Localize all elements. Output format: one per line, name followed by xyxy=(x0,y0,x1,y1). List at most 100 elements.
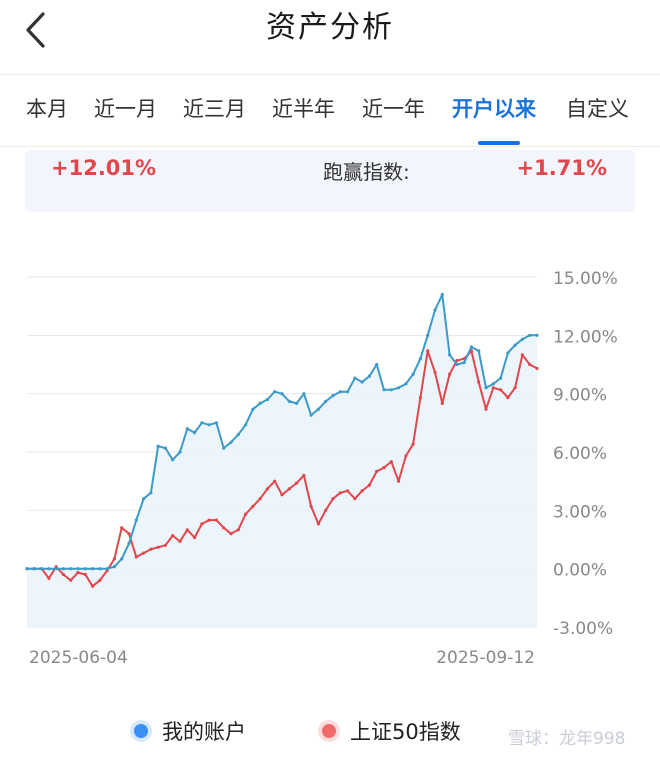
index-series-point xyxy=(127,532,131,536)
top-bar: 资产分析 xyxy=(0,0,660,75)
account-series-point xyxy=(54,567,58,571)
y-tick-label: 9.00% xyxy=(553,386,607,406)
account-series-point xyxy=(309,413,313,417)
index-series-point xyxy=(76,571,80,575)
account-series-point xyxy=(236,432,240,437)
account-series-point xyxy=(244,423,248,427)
account-series-point xyxy=(178,450,182,454)
chart-legend: 我的账户 上证50指数 xyxy=(0,716,660,756)
index-series-point xyxy=(178,539,182,543)
tab-half-year[interactable]: 近半年 xyxy=(272,97,335,121)
account-series-point xyxy=(302,392,306,396)
account-series-point xyxy=(32,567,36,571)
index-series-point xyxy=(353,497,357,501)
account-series-point xyxy=(346,390,350,394)
index-series-point xyxy=(98,578,102,582)
account-series-point xyxy=(83,567,87,571)
index-series-point xyxy=(244,512,248,516)
account-series-point xyxy=(477,349,481,353)
account-series-point xyxy=(280,392,284,396)
index-series-point xyxy=(411,442,415,446)
return-line-chart[interactable]: 15.00% 12.00% 9.00% 6.00% 3.00% 0.00% -3.00% 20… xyxy=(0,250,660,680)
tab-one-year[interactable]: 近一年 xyxy=(362,97,425,121)
index-series-point xyxy=(265,487,269,491)
account-series-point xyxy=(91,567,95,571)
account-series-point xyxy=(433,308,437,312)
account-series-point xyxy=(484,386,488,390)
account-series-point xyxy=(207,423,211,427)
tab-custom[interactable]: 自定义 xyxy=(566,97,629,121)
chevron-left-icon xyxy=(26,12,45,48)
tab-three-months[interactable]: 近三月 xyxy=(183,97,246,121)
legend-dot-icon xyxy=(134,724,148,738)
account-series-point xyxy=(353,376,357,380)
index-series-point xyxy=(112,557,116,561)
index-series-point xyxy=(156,545,160,549)
index-series-point xyxy=(491,386,495,390)
account-series-point xyxy=(440,292,444,297)
y-tick-label: 0.00% xyxy=(553,561,607,581)
account-series-point xyxy=(535,333,539,337)
account-series-point xyxy=(185,427,189,431)
y-tick-label: 6.00% xyxy=(553,444,607,464)
tab-one-month[interactable]: 近一月 xyxy=(94,97,157,121)
account-series-point xyxy=(338,390,342,394)
index-series-point xyxy=(338,491,342,495)
legend-dot-icon xyxy=(322,724,336,738)
account-series-point xyxy=(193,431,197,435)
account-series-point xyxy=(513,343,517,347)
index-series-point xyxy=(185,528,189,532)
account-series-point xyxy=(455,362,459,367)
index-series-point xyxy=(47,576,51,580)
account-series-point xyxy=(389,388,393,392)
x-tick-label: 2025-09-12 xyxy=(436,648,535,668)
index-series-point xyxy=(273,479,277,483)
account-series-point xyxy=(397,386,401,390)
account-area-fill xyxy=(27,294,537,627)
account-series-point xyxy=(382,388,386,392)
tab-this-month[interactable]: 本月 xyxy=(26,97,68,121)
legend-item-account[interactable]: 我的账户 xyxy=(134,716,246,746)
account-series-point xyxy=(499,376,503,380)
page-title: 资产分析 xyxy=(266,10,394,45)
account-series-point xyxy=(448,353,452,357)
account-series-point xyxy=(331,394,335,398)
index-series-point xyxy=(367,483,371,487)
account-series-point xyxy=(61,567,65,571)
legend-label: 我的账户 xyxy=(162,720,246,744)
index-series-point xyxy=(397,479,401,483)
index-series-point xyxy=(200,522,204,526)
index-series-point xyxy=(61,572,65,577)
account-series-point xyxy=(105,567,109,571)
account-series-point xyxy=(316,407,320,411)
account-series-point xyxy=(149,491,153,495)
back-button[interactable] xyxy=(14,8,58,52)
account-series-point xyxy=(367,374,371,378)
legend-item-index[interactable]: 上证50指数 xyxy=(322,716,461,746)
index-series-point xyxy=(331,497,335,501)
account-series-point xyxy=(324,399,328,403)
account-series-point xyxy=(25,567,29,571)
account-series-point xyxy=(418,357,422,361)
account-series-point xyxy=(134,518,138,522)
active-tab-indicator xyxy=(478,141,520,145)
account-series-point xyxy=(251,407,255,411)
account-series-point xyxy=(528,333,532,337)
index-series-point xyxy=(535,366,539,370)
index-series-point xyxy=(120,526,124,530)
tab-since-opening[interactable]: 开户以来 xyxy=(452,97,536,121)
index-series-point xyxy=(513,386,517,390)
account-series-point xyxy=(98,567,102,571)
index-series-point xyxy=(477,380,481,384)
return-summary: +12.01% 跑赢指数: +1.71% xyxy=(25,150,635,212)
index-series-point xyxy=(193,536,197,540)
account-series-point xyxy=(295,401,299,405)
account-series-point xyxy=(112,565,116,569)
excess-return-label: 跑赢指数: xyxy=(323,160,410,184)
account-series-point xyxy=(40,567,44,571)
x-tick-label: 2025-06-04 xyxy=(29,648,128,668)
index-series-point xyxy=(499,388,503,392)
y-tick-label: 12.00% xyxy=(553,327,618,347)
y-tick-label: 3.00% xyxy=(553,502,607,522)
index-series-point xyxy=(222,526,226,530)
